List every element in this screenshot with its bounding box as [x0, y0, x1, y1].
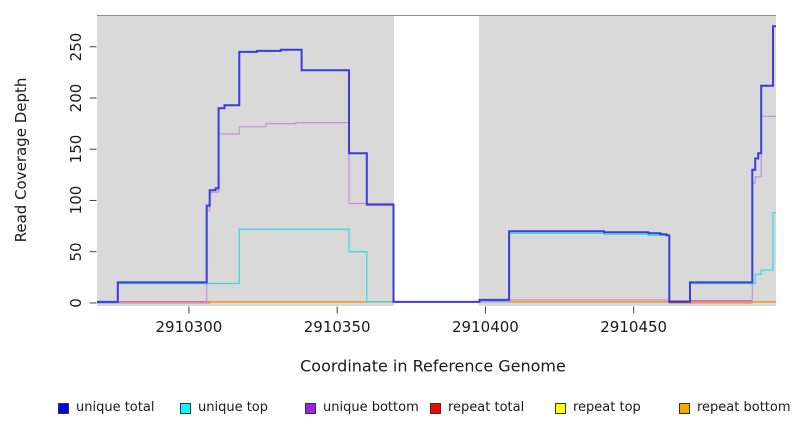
- x-tick-label: 2910450: [600, 318, 668, 336]
- x-axis-title: Coordinate in Reference Genome: [300, 356, 566, 376]
- legend-item-unique-bottom: unique bottom: [305, 401, 419, 415]
- y-tick-label: 0: [67, 298, 85, 308]
- unique-top-swatch-icon: [180, 402, 191, 414]
- repeat-bottom-swatch-icon: [679, 402, 690, 414]
- legend-label: repeat bottom: [697, 400, 791, 415]
- y-tick-label: 250: [67, 32, 85, 62]
- legend-item-unique-top: unique top: [180, 401, 268, 415]
- legend-label: repeat total: [448, 400, 525, 415]
- legend-item-unique-total: unique total: [58, 401, 154, 415]
- y-axis-title: Read Coverage Depth: [12, 77, 30, 243]
- repeat-total-swatch-icon: [430, 402, 441, 414]
- repeat-top-swatch-icon: [555, 402, 566, 414]
- unique-total-swatch-icon: [58, 402, 69, 414]
- legend-item-repeat-top: repeat top: [555, 401, 641, 415]
- legend-item-repeat-total: repeat total: [430, 401, 524, 415]
- x-tick-label: 2910300: [155, 318, 223, 336]
- y-tick-label: 200: [67, 83, 85, 113]
- unique-bottom-swatch-icon: [305, 402, 316, 414]
- legend-label: unique bottom: [323, 400, 419, 415]
- gap-highlight-band: [393, 16, 480, 306]
- y-tick-label: 100: [67, 186, 85, 215]
- plot-panel: [97, 15, 776, 306]
- legend-label: unique top: [198, 400, 269, 415]
- legend-label: repeat top: [573, 400, 641, 415]
- legend-label: unique total: [76, 400, 155, 415]
- legend-item-repeat-bottom: repeat bottom: [679, 401, 791, 415]
- x-tick-label: 2910400: [452, 318, 519, 336]
- y-tick-label: 150: [67, 134, 85, 164]
- x-tick-label: 2910350: [303, 318, 371, 336]
- y-tick-label: 50: [67, 242, 85, 262]
